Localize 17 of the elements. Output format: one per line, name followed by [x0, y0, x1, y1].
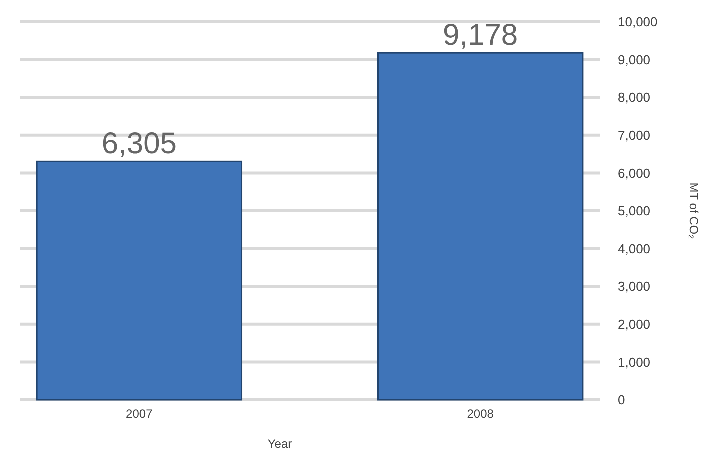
- y-tick-label: 4,000: [618, 241, 651, 256]
- y-tick-label: 10,000: [618, 14, 658, 30]
- y-tick-label: 8,000: [618, 90, 651, 106]
- x-axis-title: Year: [268, 437, 292, 451]
- data-label: 6,305: [102, 128, 177, 161]
- y-tick-label: 9,000: [618, 52, 651, 68]
- y-tick-label: 2,000: [618, 316, 651, 332]
- y-tick-label: 0: [618, 392, 626, 408]
- y-axis-title: MT of CO₂: [687, 182, 701, 240]
- y-tick-label: 5,000: [618, 204, 651, 219]
- x-tick-label: 2008: [467, 407, 494, 421]
- y-tick-label: 1,000: [618, 354, 651, 370]
- y-tick-label: 6,000: [618, 166, 651, 181]
- y-tick-label: 3,000: [618, 279, 651, 294]
- x-tick-label: 2007: [126, 407, 154, 421]
- data-label: 9,178: [443, 19, 518, 52]
- y-tick-label: 7,000: [618, 128, 651, 143]
